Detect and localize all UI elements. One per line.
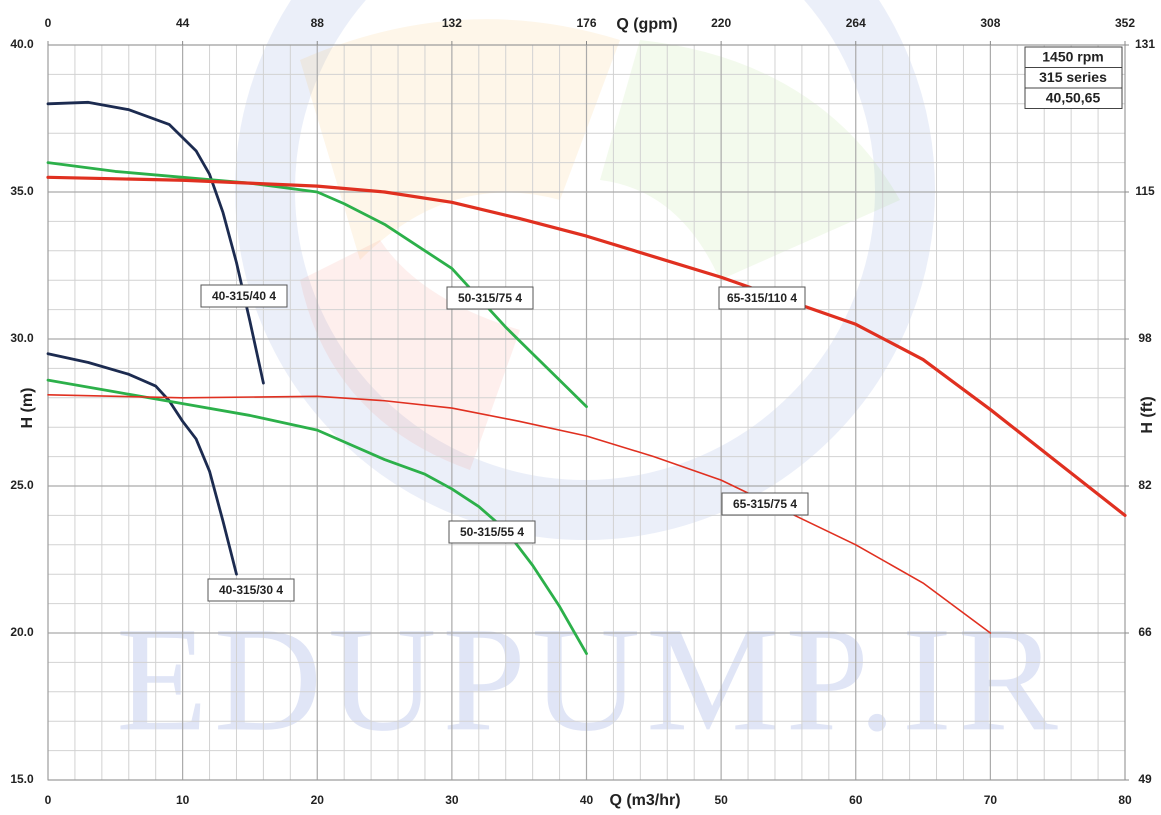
series-label: 50-315/55 4 — [460, 525, 524, 539]
x-tick-label: 80 — [1118, 793, 1132, 807]
x2-tick-label: 264 — [846, 16, 866, 30]
x2-tick-label: 44 — [176, 16, 190, 30]
x-tick-label: 10 — [176, 793, 190, 807]
series-label: 65-315/75 4 — [733, 497, 797, 511]
y2-axis-title: H (ft) — [1139, 396, 1156, 433]
info-box-text: 40,50,65 — [1046, 90, 1101, 106]
info-box-text: 1450 rpm — [1042, 49, 1103, 65]
y2-tick-label: 49 — [1138, 772, 1152, 786]
x-tick-label: 60 — [849, 793, 863, 807]
y-axis-title: H (m) — [19, 388, 36, 429]
logo-petal — [300, 19, 620, 260]
info-box-text: 315 series — [1039, 69, 1107, 85]
y-tick-label: 15.0 — [10, 772, 34, 786]
y2-tick-label: 131 — [1135, 37, 1155, 51]
x-tick-label: 50 — [714, 793, 728, 807]
x2-tick-label: 132 — [442, 16, 462, 30]
grid — [48, 45, 1125, 780]
series-line — [48, 354, 236, 575]
watermark: EDUPUMP.IR — [116, 596, 1064, 762]
series-label: 65-315/110 4 — [727, 291, 797, 305]
y-tick-label: 40.0 — [10, 37, 34, 51]
background: EDUPUMP.IR — [116, 0, 1064, 762]
x-tick-label: 0 — [45, 793, 52, 807]
y2-tick-label: 82 — [1138, 478, 1152, 492]
y-tick-label: 20.0 — [10, 625, 34, 639]
series-label: 40-315/30 4 — [219, 583, 283, 597]
x2-tick-label: 176 — [576, 16, 596, 30]
y2-tick-label: 98 — [1138, 331, 1152, 345]
x2-tick-label: 0 — [45, 16, 52, 30]
y2-tick-label: 66 — [1138, 625, 1152, 639]
y2-tick-label: 115 — [1135, 184, 1155, 198]
x2-tick-label: 88 — [311, 16, 325, 30]
y-tick-label: 25.0 — [10, 478, 34, 492]
x2-tick-label: 308 — [980, 16, 1000, 30]
series-label: 40-315/40 4 — [212, 289, 276, 303]
x2-tick-label: 352 — [1115, 16, 1135, 30]
x-tick-label: 40 — [580, 793, 594, 807]
chart: EDUPUMP.IR 40-315/40 4 40-315/30 4 50-315/… — [0, 0, 1161, 815]
x-tick-label: 70 — [984, 793, 998, 807]
x-axis-title: Q (m3/hr) — [609, 792, 680, 809]
x-tick-label: 30 — [445, 793, 459, 807]
y-tick-label: 35.0 — [10, 184, 34, 198]
x2-axis-title: Q (gpm) — [616, 16, 677, 33]
y-tick-label: 30.0 — [10, 331, 34, 345]
series-label: 50-315/75 4 — [458, 291, 522, 305]
x-tick-label: 20 — [311, 793, 325, 807]
x2-tick-label: 220 — [711, 16, 731, 30]
